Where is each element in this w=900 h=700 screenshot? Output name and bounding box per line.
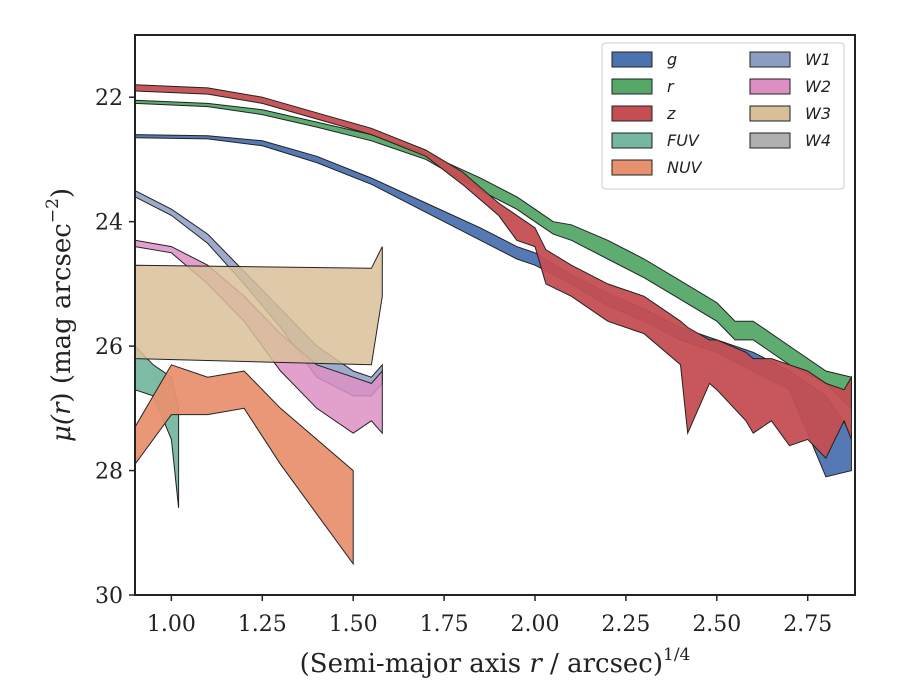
x-axis-label: (Semi-major axis r / arcsec)1/4	[300, 645, 691, 679]
x-axis-ticks: 1.00 1.25 1.50 1.75 2.00 2.25 2.50 2.75	[147, 595, 832, 637]
series-band-z	[135, 84, 852, 459]
legend-label-r: r	[667, 77, 675, 96]
series-band-w3	[135, 246, 383, 366]
y-axis-ticks: 22 24 26 28 30	[95, 86, 135, 609]
legend-swatch-g	[611, 51, 653, 68]
x-tick-label: 1.75	[420, 612, 469, 637]
legend-swatch-w3	[749, 105, 791, 122]
x-tick-label: 2.25	[601, 612, 650, 637]
y-tick-label: 26	[95, 335, 123, 360]
legend-swatch-w1	[749, 51, 791, 68]
series-band-g	[135, 134, 852, 478]
y-tick-label: 24	[95, 211, 123, 236]
legend-label-w2: W2	[805, 77, 831, 96]
series-layer	[135, 84, 852, 566]
legend-swatch-w4	[749, 132, 791, 149]
y-axis-label: μ(r) (mag arcsec−2)	[43, 188, 77, 442]
legend-label-w1: W1	[805, 50, 831, 69]
x-tick-label: 2.00	[511, 612, 560, 637]
legend-label-nuv: NUV	[667, 158, 703, 177]
y-tick-label: 30	[95, 584, 123, 609]
x-tick-label: 1.25	[238, 612, 287, 637]
legend-swatch-w2	[749, 78, 791, 95]
legend-label-w3: W3	[805, 104, 831, 123]
legend-label-w4: W4	[805, 131, 831, 150]
legend-label-fuv: FUV	[667, 131, 700, 150]
y-tick-label: 22	[95, 86, 123, 111]
legend-swatch-z	[611, 105, 653, 122]
legend-swatch-nuv	[611, 159, 653, 176]
x-tick-label: 2.50	[692, 612, 741, 637]
y-tick-label: 28	[95, 460, 123, 485]
x-tick-label: 1.00	[147, 612, 196, 637]
legend-label-z: z	[666, 104, 676, 123]
x-tick-label: 1.50	[329, 612, 378, 637]
series-band-nuv	[135, 364, 354, 566]
plot-frame	[134, 34, 856, 596]
legend-label-g: g	[667, 50, 677, 69]
x-tick-label: 2.75	[783, 612, 832, 637]
legend-swatch-r	[611, 78, 653, 95]
legend-swatch-fuv	[611, 132, 653, 149]
legend: grz FUV NUV W1 W2 W3 W4	[601, 42, 845, 190]
